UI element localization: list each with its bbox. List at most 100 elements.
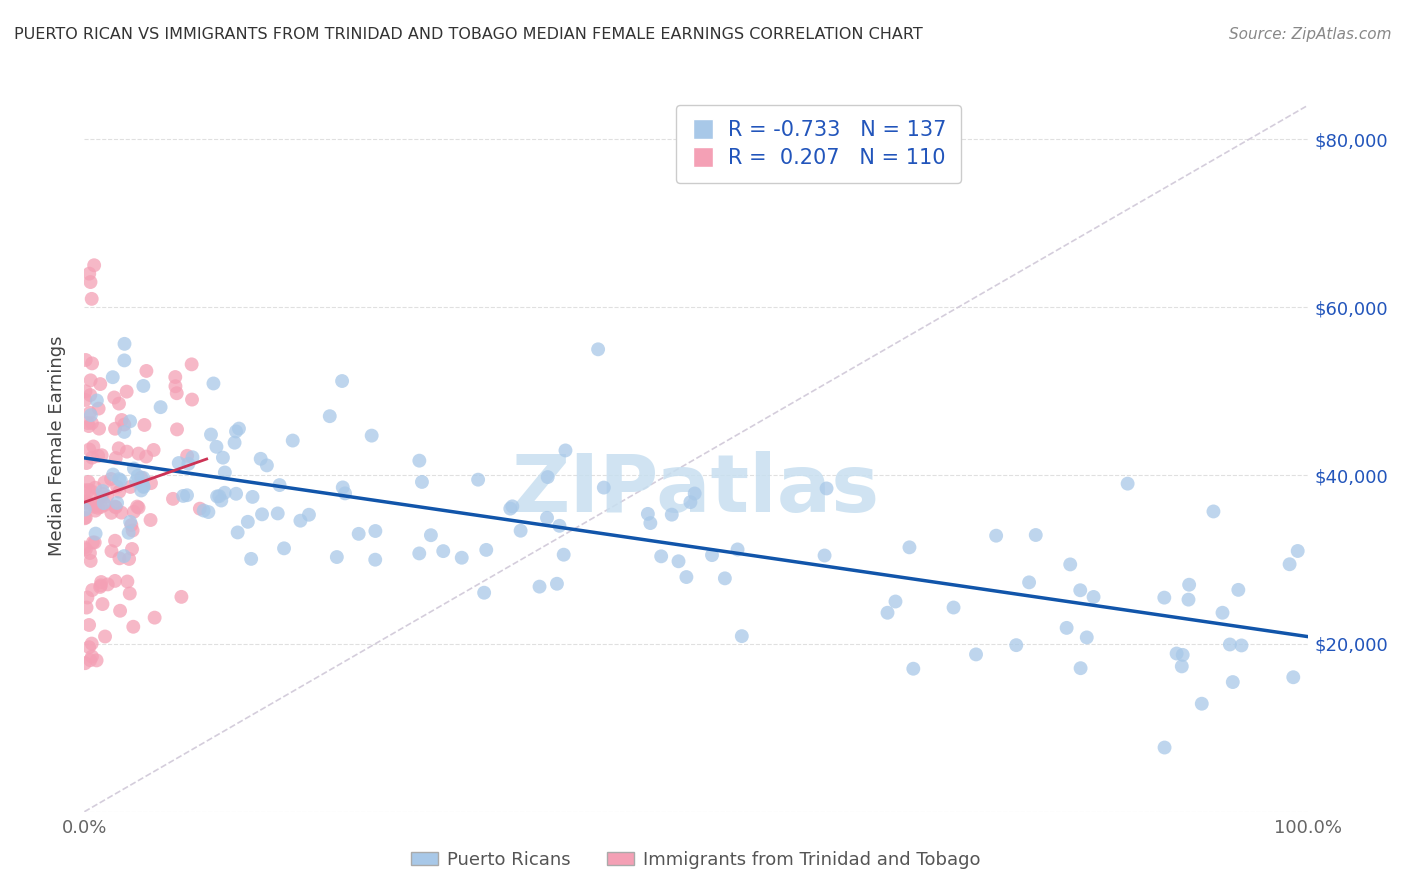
Point — [1230, 639, 1253, 653]
Point — [319, 409, 342, 424]
Point — [411, 475, 433, 489]
Point — [236, 515, 259, 529]
Point — [1177, 592, 1199, 607]
Point — [120, 414, 142, 428]
Point — [108, 472, 131, 486]
Point — [82, 535, 104, 549]
Point — [586, 343, 609, 357]
Point — [86, 653, 108, 667]
Point — [898, 541, 921, 555]
Point — [117, 525, 139, 540]
Point — [105, 479, 128, 493]
Point — [76, 456, 98, 470]
Point — [93, 498, 115, 512]
Point — [637, 507, 659, 521]
Point — [135, 364, 157, 378]
Point — [103, 391, 125, 405]
Point — [91, 483, 114, 498]
Point — [813, 549, 835, 563]
Point — [1171, 659, 1194, 673]
Point — [108, 396, 131, 410]
Point — [333, 486, 356, 500]
Point — [132, 479, 155, 493]
Point — [347, 526, 370, 541]
Point — [467, 473, 489, 487]
Point — [225, 425, 247, 439]
Point — [650, 549, 672, 564]
Point — [104, 451, 127, 466]
Point — [208, 489, 231, 503]
Point — [101, 370, 124, 384]
Point — [89, 580, 111, 594]
Point — [96, 490, 118, 504]
Point — [115, 444, 138, 458]
Point — [82, 440, 104, 454]
Point — [180, 357, 202, 371]
Point — [419, 528, 441, 542]
Point — [142, 442, 165, 457]
Point — [73, 541, 96, 555]
Text: PUERTO RICAN VS IMMIGRANTS FROM TRINIDAD AND TOBAGO MEDIAN FEMALE EARNINGS CORRE: PUERTO RICAN VS IMMIGRANTS FROM TRINIDAD… — [14, 27, 922, 42]
Point — [224, 435, 246, 450]
Point — [104, 574, 127, 588]
Point — [177, 457, 200, 471]
Point — [700, 548, 723, 562]
Point — [104, 500, 127, 515]
Point — [273, 541, 295, 556]
Point — [1153, 740, 1175, 755]
Point — [110, 474, 132, 488]
Point — [80, 292, 103, 306]
Point — [876, 606, 898, 620]
Point — [77, 640, 100, 655]
Point — [87, 500, 110, 515]
Point — [661, 508, 683, 522]
Point — [267, 507, 290, 521]
Point — [167, 456, 190, 470]
Point — [679, 495, 702, 509]
Point — [509, 524, 531, 538]
Point — [162, 491, 184, 506]
Point — [548, 518, 571, 533]
Point — [122, 620, 145, 634]
Point — [86, 393, 108, 408]
Point — [76, 416, 98, 430]
Point — [193, 503, 215, 517]
Point — [1069, 583, 1091, 598]
Point — [90, 490, 112, 504]
Legend: Puerto Ricans, Immigrants from Trinidad and Tobago: Puerto Ricans, Immigrants from Trinidad … — [404, 844, 988, 876]
Point — [1059, 558, 1081, 572]
Point — [120, 518, 142, 533]
Point — [1025, 528, 1047, 542]
Text: ZIPatlas: ZIPatlas — [512, 450, 880, 529]
Point — [330, 374, 353, 388]
Point — [501, 500, 523, 514]
Point — [77, 475, 100, 489]
Point — [84, 503, 107, 517]
Point — [100, 472, 122, 486]
Point — [226, 525, 249, 540]
Point — [884, 594, 907, 608]
Point — [1018, 575, 1040, 590]
Point — [84, 481, 107, 495]
Point — [77, 618, 100, 632]
Point — [127, 500, 149, 514]
Point — [965, 648, 987, 662]
Point — [1005, 638, 1028, 652]
Point — [80, 484, 103, 499]
Point — [125, 474, 148, 488]
Point — [91, 597, 114, 611]
Point — [112, 353, 135, 368]
Point — [79, 554, 101, 568]
Point — [197, 505, 219, 519]
Point — [668, 554, 690, 568]
Y-axis label: Median Female Earnings: Median Female Earnings — [48, 335, 66, 557]
Point — [815, 482, 838, 496]
Point — [143, 610, 166, 624]
Point — [75, 494, 97, 508]
Point — [82, 450, 104, 465]
Point — [554, 443, 576, 458]
Point — [79, 546, 101, 560]
Point — [326, 549, 349, 564]
Point — [76, 494, 98, 508]
Point — [529, 580, 551, 594]
